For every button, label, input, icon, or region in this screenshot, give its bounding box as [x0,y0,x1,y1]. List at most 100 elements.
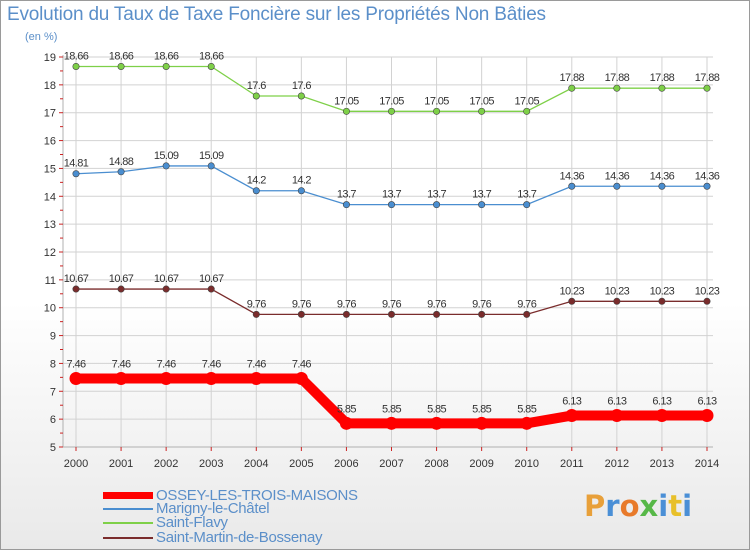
data-label-ossey-les-trois-maisons-2008: 5.85 [427,403,446,415]
legend-item-ossey: OSSEY-LES-TROIS-MAISONS [103,487,358,504]
data-label-ossey-les-trois-maisons-2006: 5.85 [337,403,356,415]
y-tick-label-11: 11 [45,275,56,287]
point-saint-flavy-2003 [207,62,215,70]
point-saint-flavy-2014 [703,84,711,92]
data-label-saint-flavy-2003: 18.66 [199,50,224,62]
x-tick-label-2004: 2004 [244,458,268,470]
y-tick-label-18: 18 [44,80,56,92]
data-label-marigny-le-chatel-2004: 14.2 [247,175,266,187]
y-tick-label-6: 6 [50,414,56,426]
data-label-saint-martin-de-bossenay-2013: 10.23 [650,285,675,297]
x-tick-label-2009: 2009 [469,458,493,470]
point-saint-flavy-2009 [478,107,486,115]
point-ossey-les-trois-maisons-2009 [475,416,489,430]
data-label-saint-flavy-2009: 17.05 [469,95,494,107]
y-tick-label-16: 16 [44,136,56,148]
data-label-saint-martin-de-bossenay-2014: 10.23 [695,285,720,297]
point-marigny-le-chatel-2001 [117,168,125,176]
point-saint-flavy-2010 [523,107,531,115]
point-saint-martin-de-bossenay-2006 [342,310,350,318]
data-label-ossey-les-trois-maisons-2009: 5.85 [472,403,491,415]
data-label-saint-martin-de-bossenay-2005: 9.76 [292,298,311,310]
legend-label-saint-flavy: Saint-Flavy [156,514,228,531]
data-label-ossey-les-trois-maisons-2012: 6.13 [607,396,626,408]
point-saint-flavy-2004 [252,92,260,100]
point-marigny-le-chatel-2010 [523,201,531,209]
data-label-saint-flavy-2007: 17.05 [379,95,404,107]
data-label-saint-martin-de-bossenay-2009: 9.76 [472,298,491,310]
point-ossey-les-trois-maisons-2011 [565,409,579,423]
point-marigny-le-chatel-2006 [342,201,350,209]
data-label-ossey-les-trois-maisons-2002: 7.46 [157,358,176,370]
data-label-saint-martin-de-bossenay-2001: 10.67 [109,273,134,285]
point-ossey-les-trois-maisons-2013 [655,409,669,423]
point-marigny-le-chatel-2007 [387,201,395,209]
data-label-saint-martin-de-bossenay-2006: 9.76 [337,298,356,310]
y-tick-label-12: 12 [44,247,56,259]
x-tick-label-2008: 2008 [424,458,448,470]
x-tick-label-2012: 2012 [605,458,629,470]
data-label-marigny-le-chatel-2010: 13.7 [517,189,536,201]
point-marigny-le-chatel-2004 [252,187,260,195]
data-label-marigny-le-chatel-2011: 14.36 [560,170,585,182]
y-tick-label-17: 17 [44,108,56,120]
data-label-marigny-le-chatel-2013: 14.36 [650,170,675,182]
data-label-saint-flavy-2008: 17.05 [424,95,449,107]
point-saint-martin-de-bossenay-2009 [478,310,486,318]
point-saint-martin-de-bossenay-2004 [252,310,260,318]
point-saint-martin-de-bossenay-2014 [703,297,711,305]
data-label-ossey-les-trois-maisons-2014: 6.13 [697,396,716,408]
point-saint-martin-de-bossenay-2003 [207,285,215,293]
legend-label-ossey: OSSEY-LES-TROIS-MAISONS [156,487,358,504]
point-saint-flavy-2006 [342,107,350,115]
point-saint-flavy-2000 [72,62,80,70]
x-tick-label-2007: 2007 [379,458,403,470]
point-saint-martin-de-bossenay-2013 [658,297,666,305]
point-saint-martin-de-bossenay-2005 [297,310,305,318]
legend-item-marigny: Marigny-le-Châtel [103,500,270,517]
y-tick-label-8: 8 [50,358,56,370]
point-ossey-les-trois-maisons-2000 [69,371,83,385]
data-label-saint-flavy-2011: 17.88 [560,72,585,84]
data-label-marigny-le-chatel-2012: 14.36 [605,170,630,182]
point-marigny-le-chatel-2013 [658,182,666,190]
legend-label-marigny: Marigny-le-Châtel [156,500,270,517]
logo-letter-0: P [584,489,606,523]
data-label-saint-flavy-2006: 17.05 [334,95,359,107]
point-marigny-le-chatel-2000 [72,170,80,178]
x-tick-label-2013: 2013 [650,458,674,470]
data-label-marigny-le-chatel-2008: 13.7 [427,189,446,201]
legend-item-saint-flavy: Saint-Flavy [103,514,228,531]
data-label-saint-martin-de-bossenay-2011: 10.23 [560,285,585,297]
data-label-marigny-le-chatel-2001: 14.88 [109,156,134,168]
legend-swatch-saint-martin [103,536,153,539]
legend-item-saint-martin: Saint-Martin-de-Bossenay [103,529,323,546]
y-tick-label-15: 15 [44,163,56,175]
point-marigny-le-chatel-2008 [433,201,441,209]
logo-letter-3: x [639,489,659,523]
x-tick-label-2000: 2000 [64,458,88,470]
legend-swatch-saint-flavy [103,521,153,524]
x-tick-label-2005: 2005 [289,458,313,470]
point-saint-flavy-2001 [117,62,125,70]
logo-letter-6: i [682,489,693,523]
data-label-saint-martin-de-bossenay-2002: 10.67 [154,273,179,285]
point-saint-martin-de-bossenay-2002 [162,285,170,293]
point-marigny-le-chatel-2014 [703,182,711,190]
x-tick-label-2006: 2006 [334,458,358,470]
data-label-saint-martin-de-bossenay-2003: 10.67 [199,273,224,285]
point-marigny-le-chatel-2011 [568,182,576,190]
data-label-saint-martin-de-bossenay-2007: 9.76 [382,298,401,310]
x-tick-label-2010: 2010 [514,458,538,470]
data-label-saint-martin-de-bossenay-2000: 10.67 [64,273,89,285]
data-label-saint-martin-de-bossenay-2012: 10.23 [605,285,630,297]
point-ossey-les-trois-maisons-2010 [520,416,534,430]
proxiti-logo: Proxiti [584,489,692,523]
point-marigny-le-chatel-2009 [478,201,486,209]
data-label-saint-martin-de-bossenay-2008: 9.76 [427,298,446,310]
point-saint-martin-de-bossenay-2007 [387,310,395,318]
data-label-saint-flavy-2001: 18.66 [109,50,134,62]
point-marigny-le-chatel-2002 [162,162,170,170]
data-label-marigny-le-chatel-2003: 15.09 [199,150,224,162]
